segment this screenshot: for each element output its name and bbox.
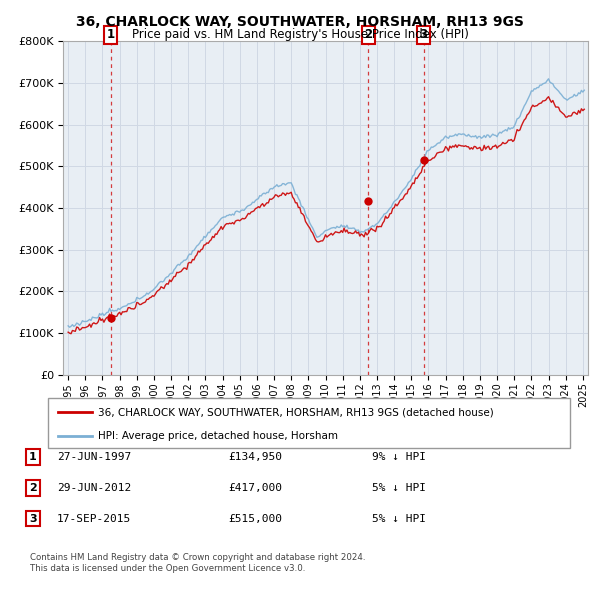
Text: Price paid vs. HM Land Registry's House Price Index (HPI): Price paid vs. HM Land Registry's House … (131, 28, 469, 41)
Text: HPI: Average price, detached house, Horsham: HPI: Average price, detached house, Hors… (98, 431, 338, 441)
Text: 1: 1 (107, 28, 115, 41)
Text: 1: 1 (29, 453, 37, 462)
Text: 29-JUN-2012: 29-JUN-2012 (57, 483, 131, 493)
Text: 5% ↓ HPI: 5% ↓ HPI (372, 483, 426, 493)
Text: £134,950: £134,950 (228, 453, 282, 462)
Text: 5% ↓ HPI: 5% ↓ HPI (372, 514, 426, 523)
Text: 27-JUN-1997: 27-JUN-1997 (57, 453, 131, 462)
Text: 2: 2 (29, 483, 37, 493)
Text: £515,000: £515,000 (228, 514, 282, 523)
Text: 3: 3 (29, 514, 37, 523)
Text: This data is licensed under the Open Government Licence v3.0.: This data is licensed under the Open Gov… (30, 565, 305, 573)
Text: 3: 3 (419, 28, 428, 41)
FancyBboxPatch shape (48, 398, 570, 448)
Text: 9% ↓ HPI: 9% ↓ HPI (372, 453, 426, 462)
Text: 2: 2 (364, 28, 372, 41)
Text: 36, CHARLOCK WAY, SOUTHWATER, HORSHAM, RH13 9GS: 36, CHARLOCK WAY, SOUTHWATER, HORSHAM, R… (76, 15, 524, 29)
Text: £417,000: £417,000 (228, 483, 282, 493)
Text: 36, CHARLOCK WAY, SOUTHWATER, HORSHAM, RH13 9GS (detached house): 36, CHARLOCK WAY, SOUTHWATER, HORSHAM, R… (98, 407, 493, 417)
Text: Contains HM Land Registry data © Crown copyright and database right 2024.: Contains HM Land Registry data © Crown c… (30, 553, 365, 562)
Text: 17-SEP-2015: 17-SEP-2015 (57, 514, 131, 523)
